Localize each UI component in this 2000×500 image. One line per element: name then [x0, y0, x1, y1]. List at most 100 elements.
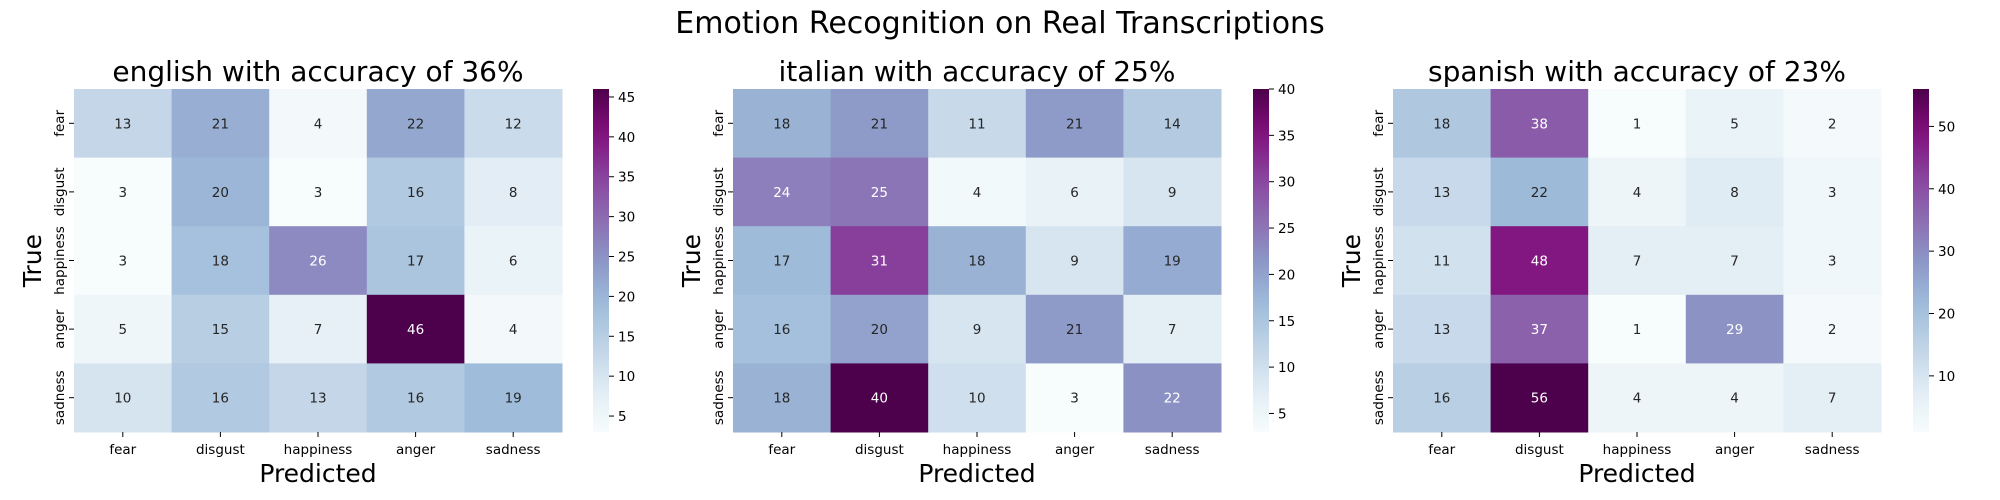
- heatmap-cell: [733, 89, 832, 159]
- colorbar: [1253, 89, 1269, 432]
- heatmap-cell: [171, 294, 270, 364]
- colorbar: [593, 89, 609, 432]
- cell-value-label: 11: [968, 116, 985, 132]
- heatmap-cell: [1393, 89, 1492, 159]
- x-tick-label: disgust: [1515, 442, 1564, 458]
- y-tick-label: anger: [1371, 309, 1387, 349]
- heatmap-cell: [1685, 226, 1784, 296]
- heatmap-cell: [366, 294, 465, 364]
- heatmap-cell: [464, 157, 563, 227]
- heatmap-cell: [464, 89, 563, 159]
- heatmap-cell: [171, 226, 270, 296]
- cell-value-label: 1: [1633, 322, 1642, 338]
- heatmap-cell: [269, 363, 368, 433]
- heatmap-cell: [830, 89, 929, 159]
- cell-value-label: 21: [1066, 322, 1083, 338]
- x-axis-label: Predicted: [918, 459, 1035, 488]
- panel-title: spanish with accuracy of 23%: [1428, 55, 1846, 88]
- heatmap-cell: [1490, 89, 1589, 159]
- heatmap-cell: [171, 363, 270, 433]
- heatmap-cell: [733, 294, 832, 364]
- cell-value-label: 19: [505, 391, 522, 407]
- colorbar-tick-label: 5: [618, 409, 627, 425]
- y-tick-label: anger: [711, 309, 727, 349]
- cell-value-label: 8: [1730, 185, 1739, 201]
- panel-title: english with accuracy of 36%: [112, 55, 523, 88]
- heatmap-cell: [1123, 157, 1222, 227]
- figure-suptitle: Emotion Recognition on Real Transcriptio…: [675, 6, 1324, 41]
- cell-value-label: 40: [871, 391, 888, 407]
- cell-value-label: 5: [1730, 116, 1739, 132]
- cell-value-label: 18: [773, 391, 790, 407]
- heatmap-cell: [269, 294, 368, 364]
- colorbar-tick-label: 25: [1278, 221, 1295, 237]
- cell-value-label: 4: [509, 322, 518, 338]
- cell-value-label: 16: [1433, 391, 1450, 407]
- x-tick-label: disgust: [196, 442, 245, 458]
- heatmap-cell: [74, 363, 173, 433]
- cell-value-label: 7: [1633, 254, 1642, 270]
- heatmap-cell: [1685, 89, 1784, 159]
- cell-value-label: 24: [773, 185, 790, 201]
- x-tick-label: happiness: [284, 442, 353, 458]
- heatmap-cell: [1025, 157, 1124, 227]
- heatmap-cell: [1025, 89, 1124, 159]
- cell-value-label: 6: [509, 254, 518, 270]
- cell-value-label: 2: [1828, 322, 1837, 338]
- y-tick-label: happiness: [52, 226, 68, 295]
- heatmap-cell: [1490, 157, 1589, 227]
- cell-value-label: 12: [505, 116, 522, 132]
- heatmap-cell: [830, 363, 929, 433]
- heatmap-cell: [1588, 157, 1687, 227]
- heatmap-cell: [1588, 89, 1687, 159]
- x-tick-label: anger: [396, 442, 436, 458]
- heatmap-cell: [366, 157, 465, 227]
- cell-value-label: 9: [1168, 185, 1177, 201]
- heatmap-cell: [1588, 226, 1687, 296]
- cell-value-label: 16: [407, 185, 424, 201]
- heatmap-cell: [74, 89, 173, 159]
- heatmap-cell: [1490, 294, 1589, 364]
- x-tick-label: fear: [768, 442, 795, 458]
- y-tick-label: sadness: [52, 370, 68, 425]
- heatmap-cell: [1025, 294, 1124, 364]
- cell-value-label: 13: [1433, 185, 1450, 201]
- y-axis-label: True: [1337, 234, 1366, 288]
- heatmap-cell: [464, 226, 563, 296]
- colorbar-tick-label: 10: [1278, 360, 1295, 376]
- heatmap-cell: [366, 363, 465, 433]
- cell-value-label: 13: [1433, 322, 1450, 338]
- y-tick-label: anger: [52, 309, 68, 349]
- heatmap-cell: [1123, 226, 1222, 296]
- cell-value-label: 3: [119, 185, 128, 201]
- cell-value-label: 48: [1531, 254, 1548, 270]
- cell-value-label: 56: [1531, 391, 1548, 407]
- heatmap-cell: [1025, 363, 1124, 433]
- heatmap-cell: [171, 89, 270, 159]
- heatmap-panel-2: spanish with accuracy of 23%18 38 1 5 213 22 4…: [1337, 55, 1955, 488]
- cell-value-label: 11: [1433, 254, 1450, 270]
- x-tick-label: sadness: [486, 442, 541, 458]
- x-tick-label: sadness: [1805, 442, 1860, 458]
- cell-value-label: 18: [1433, 116, 1450, 132]
- cell-value-label: 20: [212, 185, 229, 201]
- heatmap-cell: [269, 226, 368, 296]
- heatmap-cell: [74, 157, 173, 227]
- heatmap-cell: [1393, 294, 1492, 364]
- y-tick-label: disgust: [711, 167, 727, 216]
- heatmap-cell: [1123, 89, 1222, 159]
- heatmap-cell: [928, 157, 1027, 227]
- cell-value-label: 9: [1070, 254, 1079, 270]
- heatmap-cell: [1588, 363, 1687, 433]
- cell-value-label: 22: [407, 116, 424, 132]
- x-tick-label: sadness: [1145, 442, 1200, 458]
- heatmap-cell: [74, 294, 173, 364]
- cell-value-label: 17: [773, 254, 790, 270]
- cell-value-label: 17: [407, 254, 424, 270]
- cell-value-label: 3: [1828, 185, 1837, 201]
- colorbar-tick-label: 35: [618, 170, 635, 186]
- heatmap-panel-1: italian with accuracy of 25% 18 21 11 21 14 24…: [677, 55, 1295, 488]
- cell-value-label: 4: [1633, 391, 1642, 407]
- cell-value-label: 26: [309, 254, 326, 270]
- cell-value-label: 2: [1828, 116, 1837, 132]
